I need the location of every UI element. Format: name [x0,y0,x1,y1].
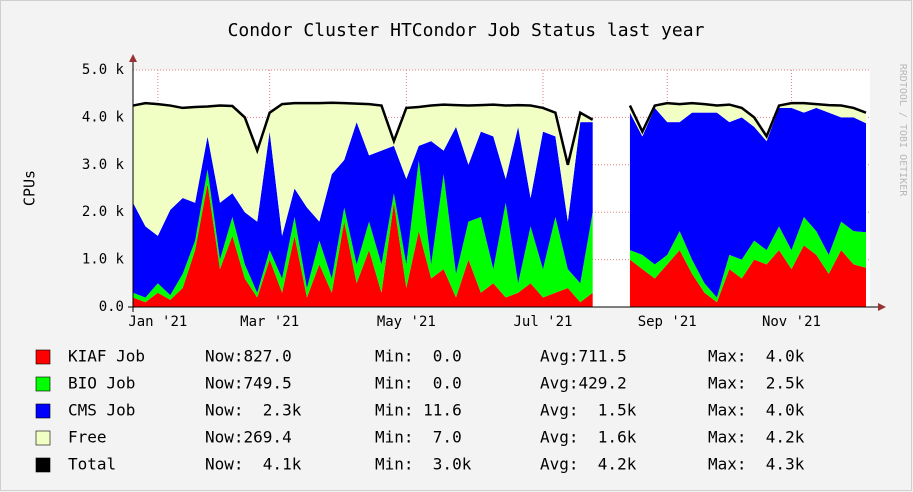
y-tick-label: 5.0 k [82,62,125,78]
area [133,122,593,298]
legend-swatch [35,403,51,419]
y-tick-label: 2.0 k [82,204,125,220]
area [133,160,593,303]
legend-label: BIO Job [68,374,135,393]
legend-stat: Min: 3.0k [375,455,472,474]
legend-stat: Now:827.0 [205,347,292,366]
legend-stat: Min: 0.0 [375,374,462,393]
legend-stat: Max: 4.0k [708,347,805,366]
legend-stat: Now: 2.3k [205,401,302,420]
legend-label: KIAF Job [68,347,145,366]
legend-label: Free [68,428,107,447]
legend-stat: Now:749.5 [205,374,292,393]
legend-swatch [35,349,51,365]
legend-label: Total [68,455,116,474]
line [628,101,867,140]
area [629,107,866,298]
legend-stat: Avg: 1.5k [540,401,637,420]
legend-label: CMS Job [68,401,135,420]
x-tick-label: Sep '21 [638,314,697,330]
area [629,216,866,303]
y-tick-label: 0.0 [99,299,124,315]
legend-stat: Avg: 4.2k [540,455,637,474]
watermark: RRDTOOL / TOBI OETIKER [897,64,908,197]
legend-stat: Now:269.4 [205,428,292,447]
y-tick-label: 1.0 k [82,252,125,268]
y-axis-label: CPUs [21,170,39,206]
line [132,101,594,166]
legend-stat: Min: 0.0 [375,347,462,366]
x-tick-label: Jul '21 [513,314,572,330]
y-axis-arrow [129,54,137,62]
x-tick-label: Jan '21 [128,314,187,330]
legend-stat: Avg:429.2 [540,374,627,393]
areas [132,101,867,307]
legend-swatch [35,457,51,473]
x-axis-arrow [878,303,886,311]
legend-stat: Now: 4.1k [205,455,302,474]
area [133,102,593,236]
legend-stat: Min: 7.0 [375,428,462,447]
y-tick-label: 4.0 k [82,109,125,125]
area [629,103,866,142]
legend-swatch [35,376,51,392]
x-tick-label: Mar '21 [240,314,299,330]
legend-stat: Max: 4.3k [708,455,805,474]
legend-stat: Max: 4.0k [708,401,805,420]
legend-stat: Avg: 1.6k [540,428,637,447]
legend-stat: Avg:711.5 [540,347,627,366]
area [629,245,866,307]
legend-stat: Min: 11.6 [375,401,462,420]
y-tick-label: 3.0 k [82,157,125,173]
legend-stat: Max: 2.5k [708,374,805,393]
legend-swatch [35,430,51,446]
x-tick-label: Nov '21 [762,314,821,330]
area [133,183,593,307]
axes [128,54,886,312]
x-tick-label: May '21 [377,314,436,330]
chart-title: Condor Cluster HTCondor Job Status last … [228,20,705,41]
legend-stat: Max: 4.2k [708,428,805,447]
